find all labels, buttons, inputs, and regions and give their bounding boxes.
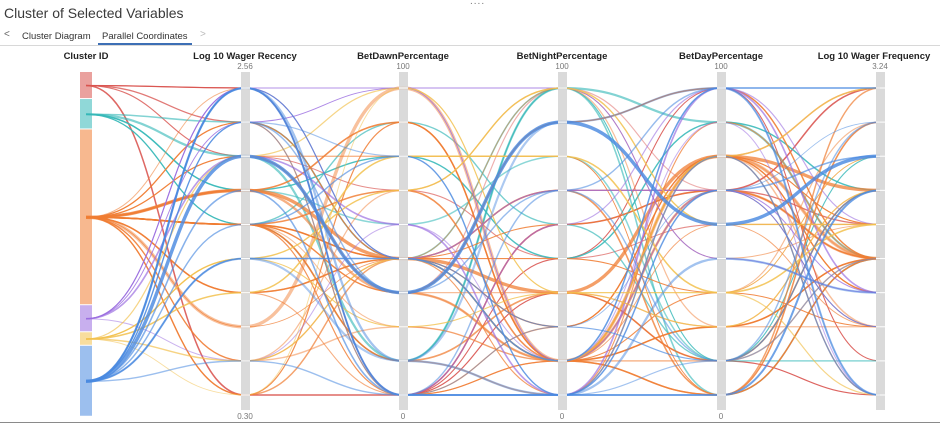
header: Cluster of Selected Variables .... [0, 0, 940, 28]
axis-title-0: Cluster ID [64, 51, 109, 62]
axis-title-2: BetDawnPercentage [357, 51, 449, 62]
axis-1-max-label: 2.56 [237, 62, 253, 71]
axis-4-max-label: 100 [714, 62, 728, 71]
axis-title-5: Log 10 Wager Frequency [818, 51, 931, 62]
axis-title-3: BetNightPercentage [517, 51, 608, 62]
series-line-cluster-6-12[interactable] [85, 87, 881, 396]
axis-1-min-label: 0.30 [237, 412, 253, 421]
drag-handle-icon[interactable]: .... [470, 0, 486, 7]
axis-2-min-label: 0 [401, 412, 406, 421]
series-line-cluster-3-24[interactable] [85, 121, 881, 328]
series-line-cluster-5-3[interactable] [85, 87, 881, 396]
cluster-segment-2[interactable] [80, 99, 92, 129]
axis-5-max-label: 3.24 [872, 62, 888, 71]
series-line-cluster-5-4[interactable] [85, 155, 881, 340]
axis-4-min-label: 0 [719, 412, 724, 421]
tab-cluster-diagram[interactable]: Cluster Diagram [22, 31, 91, 42]
chevron-right-icon[interactable]: > [200, 29, 206, 40]
cluster-segment-6[interactable] [80, 345, 92, 416]
series-line-cluster-4-5[interactable] [85, 87, 881, 320]
axis-bar-1[interactable] [241, 72, 250, 410]
axis-bar-5[interactable] [876, 72, 885, 410]
axis-2-max-label: 100 [396, 62, 410, 71]
chevron-left-icon[interactable]: < [4, 29, 10, 40]
axis-bar-2[interactable] [399, 72, 408, 410]
axis-3-min-label: 0 [560, 412, 565, 421]
bottom-divider [0, 422, 940, 423]
axis-bar-4[interactable] [717, 72, 726, 410]
cluster-segment-1[interactable] [80, 72, 92, 99]
series-line-cluster-3-26[interactable] [85, 189, 881, 396]
axis-title-1: Log 10 Wager Recency [193, 51, 297, 62]
tab-bar: < Cluster Diagram Parallel Coordinates > [0, 29, 940, 46]
series-line-cluster-5-2[interactable] [85, 87, 880, 340]
cluster-segment-3[interactable] [80, 129, 92, 305]
polyline-group [85, 84, 881, 397]
axis-3-max-label: 100 [555, 62, 569, 71]
axis-bar-3[interactable] [558, 72, 567, 410]
cluster-segment-5[interactable] [80, 332, 92, 345]
tab-parallel-coordinates[interactable]: Parallel Coordinates [98, 31, 192, 45]
series-line-cluster-3-7[interactable] [85, 155, 881, 362]
cluster-segment-4[interactable] [80, 305, 92, 332]
page-title: Cluster of Selected Variables [4, 5, 184, 21]
axis-title-4: BetDayPercentage [679, 51, 763, 62]
